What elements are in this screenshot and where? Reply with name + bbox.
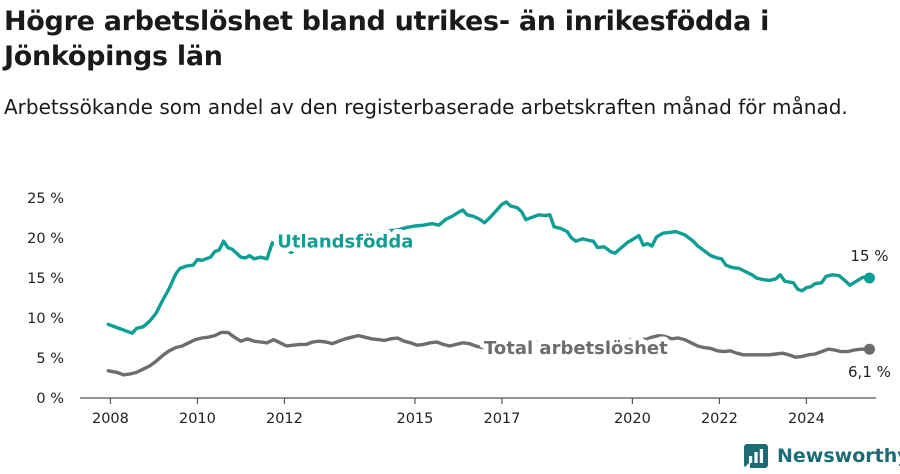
series-label-total: Total arbetslöshet (484, 338, 668, 359)
newsworthy-brand[interactable]: Newsworthy (743, 441, 900, 471)
series-label-utlandsfodda: Utlandsfödda (277, 232, 413, 253)
series-label-halo-total: Total arbetslöshet (484, 338, 668, 359)
x-tick-label: 2020 (614, 411, 651, 427)
x-axis: 2008 2010 2012 2015 2017 2020 2022 2024 (80, 397, 876, 427)
y-tick-label: 15 % (27, 271, 64, 287)
y-axis: 0 % 5 % 10 % 15 % 20 % 25 % (27, 191, 64, 407)
chart-title: Högre arbetslöshet bland utrikes- än inr… (4, 6, 770, 72)
x-tick-label: 2012 (266, 411, 303, 427)
y-tick-label: 0 % (36, 391, 64, 407)
x-tick-label: 2017 (483, 411, 520, 427)
x-tick-label: 2015 (396, 411, 433, 427)
series-line-total (106, 330, 872, 377)
y-tick-label: 25 % (27, 191, 64, 207)
x-tick-label: 2010 (179, 411, 216, 427)
end-label-utlandsfodda: 15 % (850, 247, 888, 265)
end-point-total (863, 343, 875, 355)
y-tick-label: 20 % (27, 231, 64, 247)
y-tick-label: 10 % (27, 311, 64, 327)
x-tick-label: 2024 (788, 411, 825, 427)
end-label-total: 6,1 % (848, 363, 891, 381)
series-line-utlandsfodda (106, 200, 872, 335)
series-layer (106, 200, 875, 377)
series-label-halo-utlandsfodda: Utlandsfödda (277, 232, 413, 253)
brand-name: Newsworthy (777, 445, 900, 467)
newsworthy-logo-icon (744, 444, 768, 468)
chart-subtitle: Arbetssökande som andel av den registerb… (4, 95, 848, 119)
y-tick-label: 5 % (36, 351, 64, 367)
end-point-utlandsfodda (863, 272, 875, 284)
x-tick-label: 2022 (701, 411, 738, 427)
x-tick-label: 2008 (92, 411, 129, 427)
